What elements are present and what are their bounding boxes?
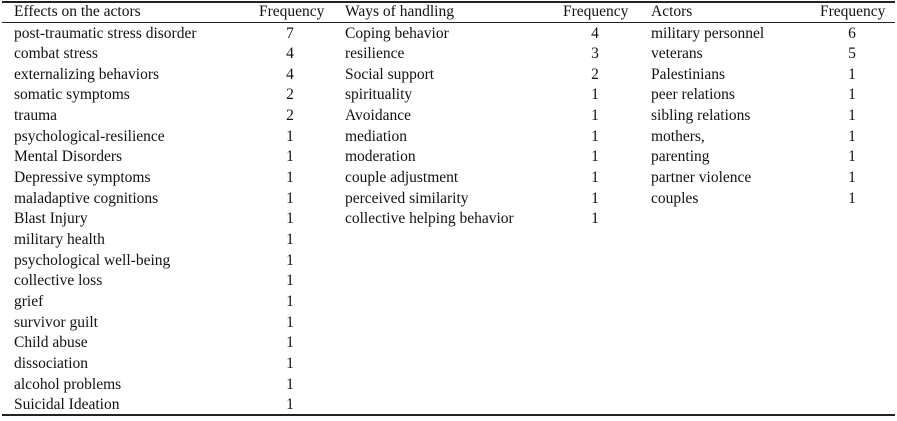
frequency-value: 6	[848, 24, 856, 42]
row-label: Avoidance	[345, 107, 411, 125]
column-header: Effects on the actors	[14, 3, 141, 20]
frequency-value: 1	[286, 375, 294, 393]
row-label: externalizing behaviors	[14, 65, 160, 83]
frequency-value: 1	[591, 148, 599, 166]
row-label: parenting	[651, 148, 710, 166]
frequency-value: 1	[848, 148, 856, 166]
row-label: trauma	[14, 107, 58, 125]
row-label: mediation	[345, 127, 407, 145]
row-label: peer relations	[651, 86, 735, 104]
bottom-rule	[2, 414, 895, 416]
row-label: couple adjustment	[345, 169, 459, 187]
frequency-value: 1	[286, 127, 294, 145]
frequency-value: 1	[286, 189, 294, 207]
frequency-value: 1	[591, 107, 599, 125]
row-label: maladaptive cognitions	[14, 189, 159, 207]
frequency-value: 1	[286, 396, 294, 414]
top-rule	[2, 1, 895, 3]
column-header: Actors	[651, 3, 693, 20]
frequency-value: 1	[286, 313, 294, 331]
row-label: military health	[14, 231, 105, 248]
row-label: survivor guilt	[14, 313, 98, 331]
frequency-value: 1	[848, 189, 856, 207]
frequency-value: 1	[591, 169, 599, 187]
row-label: Child abuse	[14, 334, 88, 352]
frequency-value: 1	[591, 189, 599, 207]
frequency-value: 1	[286, 210, 294, 228]
row-label: Blast Injury	[14, 210, 88, 228]
frequency-value: 1	[848, 107, 856, 125]
row-label: Suicidal Ideation	[14, 396, 120, 414]
row-label: psychological well-being	[14, 251, 171, 269]
row-label: Social support	[345, 65, 435, 83]
row-label: Mental Disorders	[14, 148, 123, 166]
frequency-value: 1	[848, 169, 856, 187]
row-label: post-traumatic stress disorder	[14, 24, 197, 42]
row-label: partner violence	[651, 169, 752, 187]
frequency-value: 1	[848, 86, 856, 104]
row-label: Palestinians	[651, 65, 726, 83]
row-label: perceived similarity	[345, 189, 469, 207]
frequency-value: 1	[286, 272, 294, 290]
row-label: spirituality	[345, 86, 413, 104]
row-label: couples	[651, 189, 699, 207]
row-label: Coping behavior	[345, 24, 449, 42]
frequency-value: 1	[286, 148, 294, 166]
frequency-value: 5	[848, 45, 856, 63]
frequency-value: 1	[286, 251, 294, 269]
row-label: dissociation	[14, 354, 89, 372]
row-label: Depressive symptoms	[14, 169, 151, 187]
frequency-value: 1	[286, 334, 294, 352]
frequency-value: 1	[286, 231, 294, 248]
row-label: grief	[14, 292, 44, 310]
frequency-value: 2	[286, 86, 294, 104]
frequency-header: Frequency	[259, 3, 325, 20]
row-label: collective loss	[14, 272, 103, 290]
frequency-value: 4	[286, 45, 294, 63]
row-label: resilience	[345, 45, 405, 63]
frequency-value: 4	[591, 24, 599, 42]
row-label: moderation	[345, 148, 416, 166]
row-label: military personnel	[651, 24, 765, 42]
frequency-value: 1	[286, 292, 294, 310]
row-label: alcohol problems	[14, 375, 122, 393]
frequency-value: 1	[591, 127, 599, 145]
row-label: somatic symptoms	[14, 86, 130, 104]
frequency-header: Frequency	[563, 3, 629, 20]
frequency-value: 2	[591, 65, 599, 83]
header-rule	[2, 22, 895, 23]
frequency-value: 1	[848, 65, 856, 83]
frequency-value: 7	[286, 24, 294, 42]
row-label: sibling relations	[651, 107, 751, 125]
frequency-value: 2	[286, 107, 294, 125]
row-label: psychological-resilience	[14, 127, 165, 145]
frequency-value: 4	[286, 65, 294, 83]
row-label: mothers,	[651, 127, 705, 145]
frequency-value: 1	[286, 354, 294, 372]
frequency-value: 1	[848, 127, 856, 145]
frequency-value: 3	[591, 45, 599, 63]
frequency-value: 1	[286, 169, 294, 187]
row-label: veterans	[651, 45, 703, 63]
column-header: Ways of handling	[345, 3, 454, 20]
frequency-header: Frequency	[820, 3, 886, 20]
row-label: collective helping behavior	[345, 210, 514, 228]
frequency-value: 1	[591, 210, 599, 228]
frequency-value: 1	[591, 86, 599, 104]
row-label: combat stress	[14, 45, 98, 63]
